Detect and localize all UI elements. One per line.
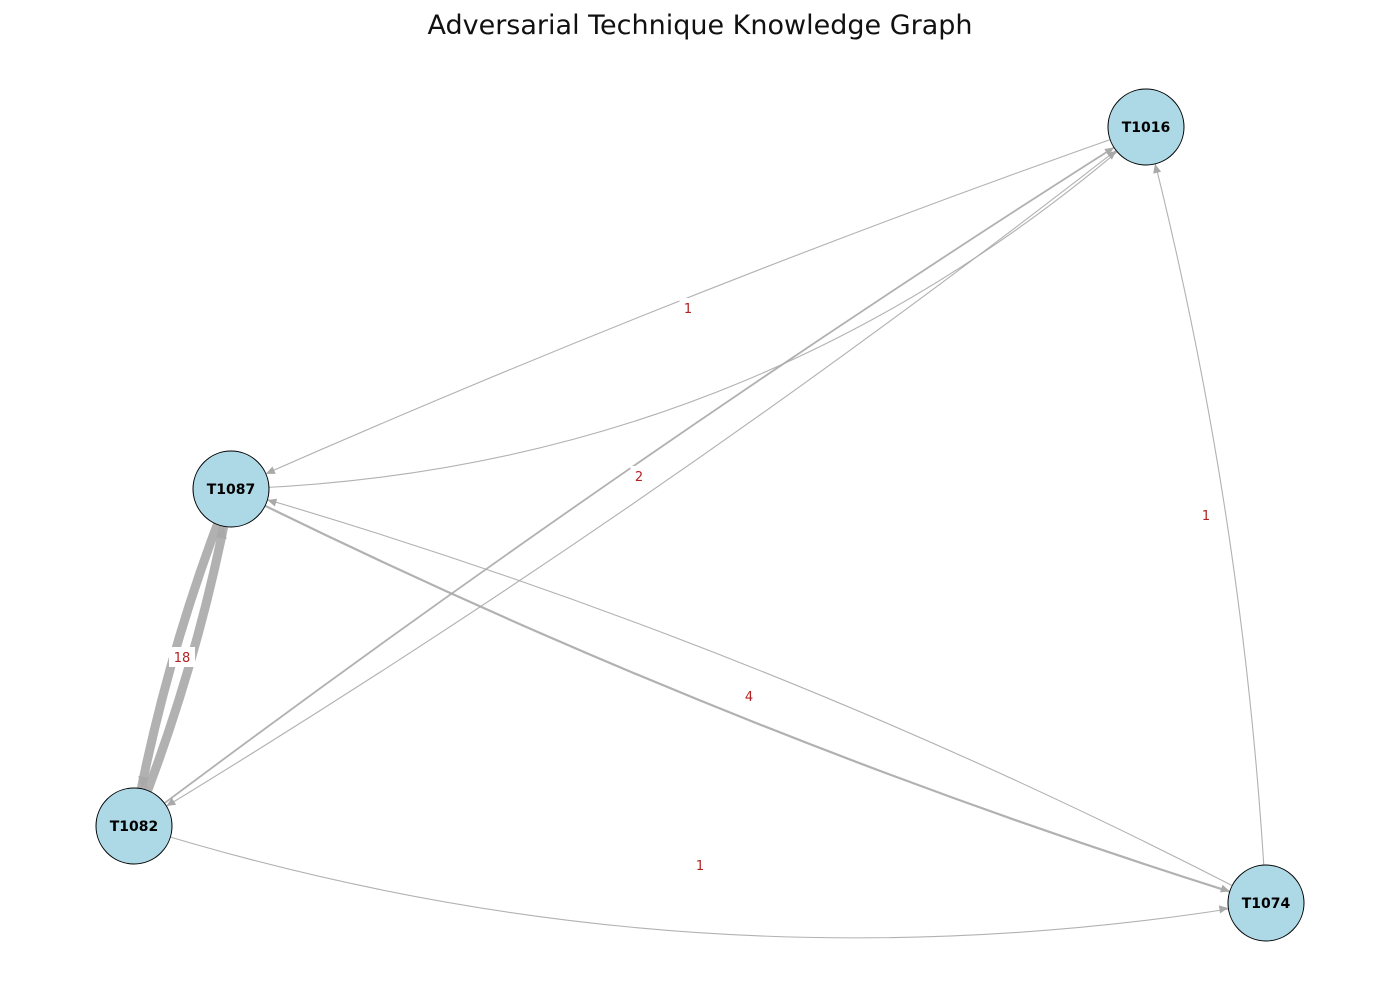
edge-label-text: 18 [174, 651, 191, 666]
edge-t1016-t1082 [133, 126, 1147, 827]
edge-t1074-t1087 [230, 488, 1267, 904]
arrowhead-t1016-t1082 [166, 797, 177, 807]
arrowhead-t1087-t1074 [1220, 884, 1230, 893]
edge-label-text: 1 [696, 859, 704, 874]
arrowhead-t1082-t1074 [1218, 905, 1229, 914]
edge-label-bg [169, 647, 195, 667]
node-circle[interactable] [95, 787, 173, 865]
arrowhead-t1082-t1016 [1104, 147, 1115, 156]
edge-label-bg [740, 686, 758, 706]
edge-label-t1082-t1016: 2 [630, 466, 648, 486]
graph-title: Adversarial Technique Knowledge Graph [427, 10, 973, 41]
edge-label-t1087-t1016: 1 [679, 298, 697, 318]
edge-t1082-t1074 [133, 825, 1267, 939]
edge-t1074-t1016 [1145, 126, 1267, 904]
node-label: T1082 [110, 819, 159, 835]
edge-label-t1087-t1074: 4 [740, 686, 758, 706]
node-label: T1016 [1122, 120, 1171, 136]
edge-label-text: 1 [1202, 509, 1210, 524]
edge-label-bg [630, 466, 648, 486]
arrowhead-t1074-t1087 [267, 498, 278, 507]
node-t1074[interactable]: T1074 [1227, 864, 1305, 942]
edge-label-bg [679, 298, 697, 318]
edge-label-text: 2 [635, 470, 643, 485]
arrowhead-t1087-t1082 [138, 775, 149, 789]
edge-t1087-t1016 [230, 126, 1147, 490]
edges-layer [129, 126, 1268, 939]
nodes-layer: T1016 T1087 T1082 T1074 [95, 88, 1305, 942]
edge-label-bg [691, 855, 709, 875]
edge-label-text: 1 [684, 302, 692, 317]
arrowhead-t1074-t1016 [1153, 163, 1162, 174]
node-label: T1074 [1242, 896, 1291, 912]
edge-label-text: 4 [745, 690, 753, 705]
edge-label-t1082-t1074: 1 [691, 855, 709, 875]
edge-labels-layer: 1 2 1 18 4 1 [169, 298, 1215, 875]
node-t1016[interactable]: T1016 [1107, 88, 1185, 166]
edge-label-t1074-t1016: 1 [1197, 505, 1215, 525]
edge-label-bg [1197, 505, 1215, 525]
edge-label-t1082-t1087: 18 [169, 647, 195, 667]
edge-t1087-t1074 [229, 487, 1268, 905]
node-circle[interactable] [192, 450, 270, 528]
arrowhead-t1082-t1087 [216, 526, 227, 540]
node-t1082[interactable]: T1082 [95, 787, 173, 865]
node-circle[interactable] [1107, 88, 1185, 166]
node-label: T1087 [207, 482, 256, 498]
node-t1087[interactable]: T1087 [192, 450, 270, 528]
node-circle[interactable] [1227, 864, 1305, 942]
arrowhead-t1016-t1087 [265, 466, 276, 474]
